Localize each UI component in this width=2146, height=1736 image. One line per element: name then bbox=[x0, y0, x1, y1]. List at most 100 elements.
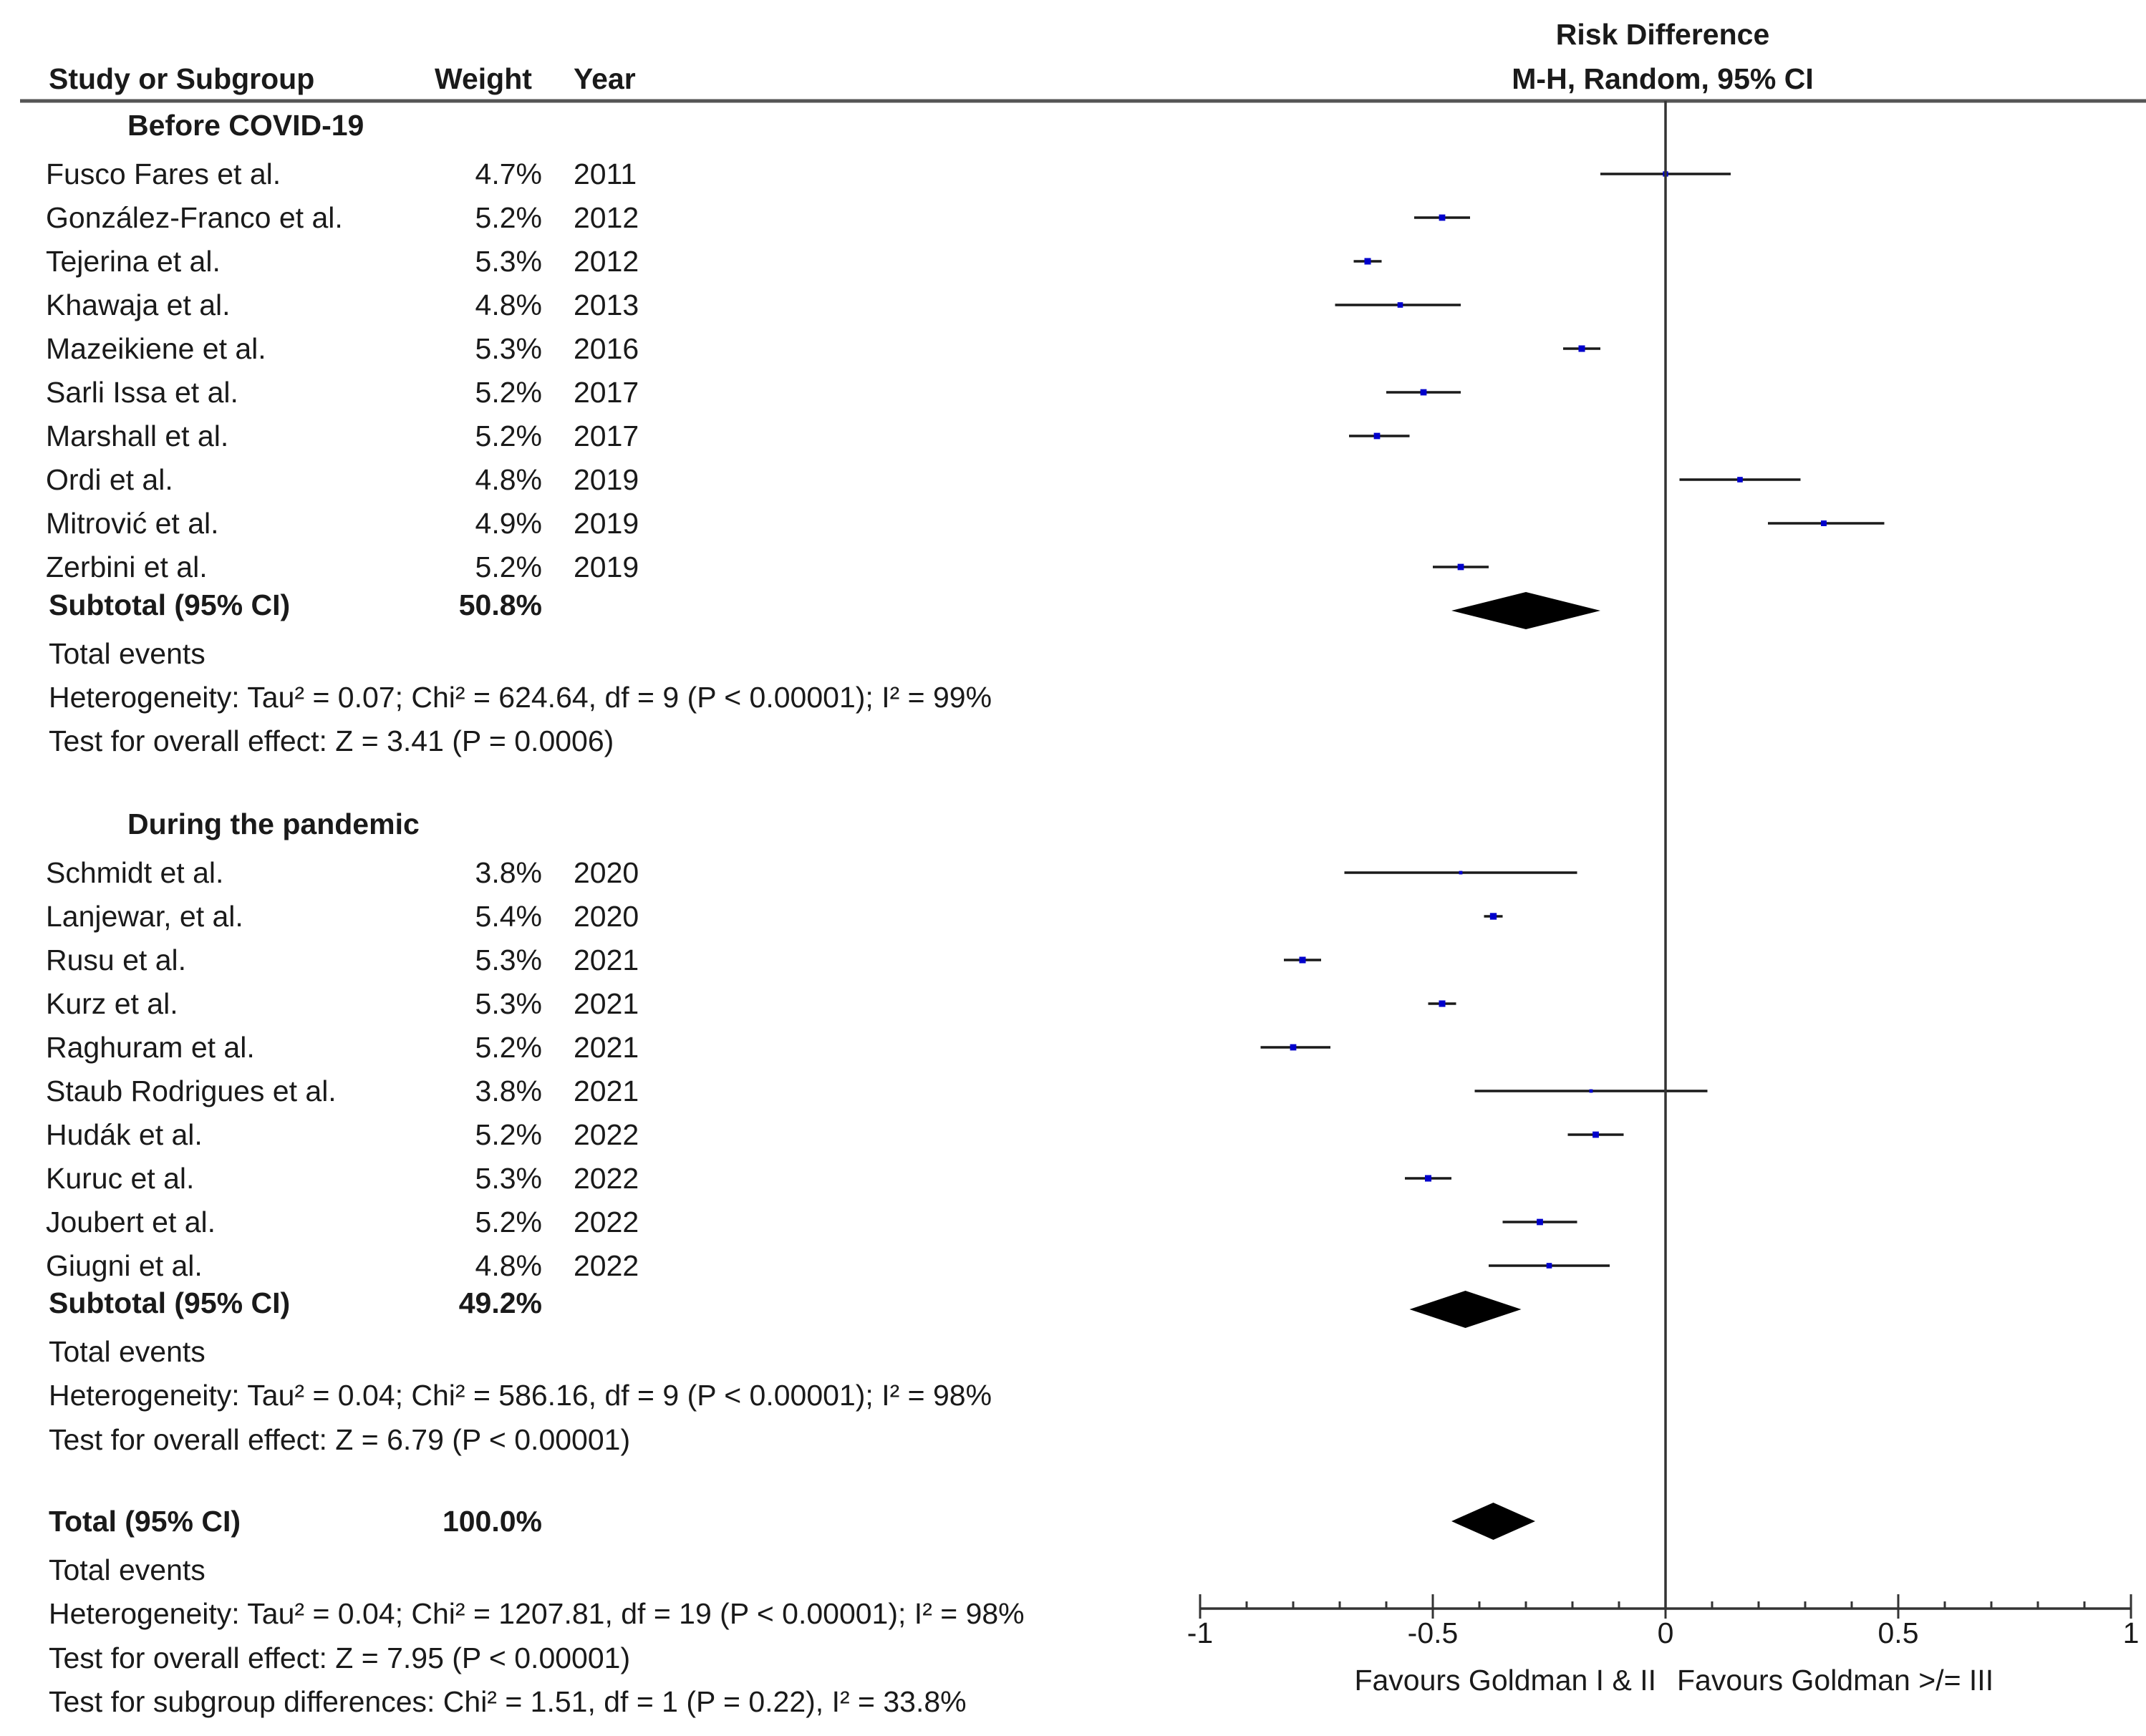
study-1-7-year: 2017 bbox=[574, 420, 639, 452]
study-2-4-year: 2021 bbox=[574, 987, 639, 1020]
study-2-6-name: Staub Rodrigues et al. bbox=[46, 1075, 337, 1107]
study-1-10-name: Zerbini et al. bbox=[46, 551, 208, 583]
subgroup-2-overall-effect: Test for overall effect: Z = 6.79 (P < 0… bbox=[49, 1423, 630, 1456]
header-weight: Weight bbox=[435, 62, 532, 95]
favours-right-label: Favours Goldman >/= III bbox=[1677, 1664, 1993, 1697]
study-1-5-point bbox=[1578, 345, 1585, 352]
study-2-10-year: 2022 bbox=[574, 1249, 639, 1282]
study-1-8-point bbox=[1737, 477, 1743, 483]
total-weight: 100.0% bbox=[443, 1505, 542, 1538]
total-diamond bbox=[1451, 1503, 1535, 1540]
x-tick-label-1: -0.5 bbox=[1408, 1616, 1459, 1649]
study-2-1-name: Schmidt et al. bbox=[46, 856, 223, 889]
study-1-10-point bbox=[1457, 563, 1464, 571]
header-effect-title: Risk Difference bbox=[1556, 18, 1770, 51]
study-2-5-year: 2021 bbox=[574, 1031, 639, 1064]
study-2-6-point bbox=[1589, 1089, 1593, 1093]
study-2-10-name: Giugni et al. bbox=[46, 1249, 203, 1282]
study-2-7-point bbox=[1592, 1131, 1599, 1138]
study-1-2-year: 2012 bbox=[574, 201, 639, 234]
study-1-9-name: Mitrović et al. bbox=[46, 507, 219, 540]
study-1-5-year: 2016 bbox=[574, 332, 639, 365]
study-1-6-year: 2017 bbox=[574, 376, 639, 409]
subgroup-2-subtotal-weight: 49.2% bbox=[459, 1286, 542, 1319]
header-study: Study or Subgroup bbox=[49, 62, 314, 95]
subgroup-1-total-events: Total events bbox=[49, 637, 206, 670]
study-1-7-point bbox=[1373, 432, 1381, 440]
study-1-1-name: Fusco Fares et al. bbox=[46, 157, 281, 190]
subgroup-1-title: Before COVID-19 bbox=[127, 109, 364, 142]
total-events: Total events bbox=[49, 1553, 206, 1586]
study-2-4-name: Kurz et al. bbox=[46, 987, 178, 1020]
study-1-9-point bbox=[1821, 520, 1827, 526]
study-1-2-name: González-Franco et al. bbox=[46, 201, 343, 234]
study-2-2-point bbox=[1489, 913, 1497, 920]
study-1-8-year: 2019 bbox=[574, 463, 639, 496]
study-1-4-name: Khawaja et al. bbox=[46, 288, 231, 321]
study-1-4-point bbox=[1397, 302, 1403, 308]
x-tick-label-3: 0.5 bbox=[1878, 1616, 1919, 1649]
study-1-8-name: Ordi et al. bbox=[46, 463, 173, 496]
study-2-8-weight: 5.3% bbox=[475, 1162, 542, 1195]
subgroup-2-heterogeneity: Heterogeneity: Tau² = 0.04; Chi² = 586.1… bbox=[49, 1379, 992, 1412]
study-2-7-weight: 5.2% bbox=[475, 1118, 542, 1151]
study-1-9-year: 2019 bbox=[574, 507, 639, 540]
study-1-5-name: Mazeikiene et al. bbox=[46, 332, 266, 365]
study-1-1-weight: 4.7% bbox=[475, 157, 542, 190]
study-2-4-weight: 5.3% bbox=[475, 987, 542, 1020]
study-1-10-weight: 5.2% bbox=[475, 551, 542, 583]
study-2-4-point bbox=[1439, 1000, 1446, 1007]
study-2-2-weight: 5.4% bbox=[475, 900, 542, 933]
study-2-9-name: Joubert et al. bbox=[46, 1206, 216, 1238]
subgroup-1-heterogeneity: Heterogeneity: Tau² = 0.07; Chi² = 624.6… bbox=[49, 681, 992, 714]
study-2-3-weight: 5.3% bbox=[475, 944, 542, 976]
study-1-4-weight: 4.8% bbox=[475, 288, 542, 321]
subgroup-differences-test: Test for subgroup differences: Chi² = 1.… bbox=[49, 1685, 967, 1718]
subgroup-1-subtotal-diamond bbox=[1451, 592, 1600, 629]
study-1-3-year: 2012 bbox=[574, 245, 639, 278]
header-effect-method: M-H, Random, 95% CI bbox=[1512, 62, 1813, 95]
study-1-5-weight: 5.3% bbox=[475, 332, 542, 365]
favours-left-label: Favours Goldman I & II bbox=[1354, 1664, 1656, 1697]
study-2-7-year: 2022 bbox=[574, 1118, 639, 1151]
study-2-8-name: Kuruc et al. bbox=[46, 1162, 194, 1195]
total-heterogeneity: Heterogeneity: Tau² = 0.04; Chi² = 1207.… bbox=[49, 1597, 1025, 1630]
study-2-3-point bbox=[1299, 956, 1306, 964]
header-year: Year bbox=[574, 62, 636, 95]
study-1-4-year: 2013 bbox=[574, 288, 639, 321]
study-1-7-weight: 5.2% bbox=[475, 420, 542, 452]
study-2-10-weight: 4.8% bbox=[475, 1249, 542, 1282]
study-2-5-name: Raghuram et al. bbox=[46, 1031, 255, 1064]
study-1-7-name: Marshall et al. bbox=[46, 420, 228, 452]
study-1-10-year: 2019 bbox=[574, 551, 639, 583]
x-tick-label-0: -1 bbox=[1187, 1616, 1213, 1649]
study-2-5-weight: 5.2% bbox=[475, 1031, 542, 1064]
study-2-1-year: 2020 bbox=[574, 856, 639, 889]
study-1-9-weight: 4.9% bbox=[475, 507, 542, 540]
subgroup-2-subtotal-diamond bbox=[1409, 1291, 1522, 1328]
study-2-6-year: 2021 bbox=[574, 1075, 639, 1107]
subgroup-2-subtotal-label: Subtotal (95% CI) bbox=[49, 1286, 290, 1319]
total-overall-effect: Test for overall effect: Z = 7.95 (P < 0… bbox=[49, 1642, 630, 1674]
study-1-8-weight: 4.8% bbox=[475, 463, 542, 496]
study-1-3-point bbox=[1364, 258, 1371, 265]
subgroup-1-overall-effect: Test for overall effect: Z = 3.41 (P = 0… bbox=[49, 724, 614, 757]
x-tick-label-2: 0 bbox=[1658, 1616, 1674, 1649]
study-2-3-year: 2021 bbox=[574, 944, 639, 976]
study-2-10-point bbox=[1546, 1263, 1552, 1269]
study-2-9-weight: 5.2% bbox=[475, 1206, 542, 1238]
study-2-6-weight: 3.8% bbox=[475, 1075, 542, 1107]
study-1-2-point bbox=[1439, 214, 1446, 221]
x-tick-label-4: 1 bbox=[2123, 1616, 2140, 1649]
study-1-6-weight: 5.2% bbox=[475, 376, 542, 409]
study-2-9-point bbox=[1537, 1218, 1543, 1226]
study-2-8-year: 2022 bbox=[574, 1162, 639, 1195]
study-2-2-name: Lanjewar, et al. bbox=[46, 900, 243, 933]
study-1-6-point bbox=[1420, 389, 1427, 396]
study-2-8-point bbox=[1424, 1175, 1432, 1182]
study-1-2-weight: 5.2% bbox=[475, 201, 542, 234]
study-1-3-name: Tejerina et al. bbox=[46, 245, 221, 278]
subgroup-1-subtotal-weight: 50.8% bbox=[459, 588, 542, 621]
study-1-1-year: 2011 bbox=[574, 157, 637, 190]
